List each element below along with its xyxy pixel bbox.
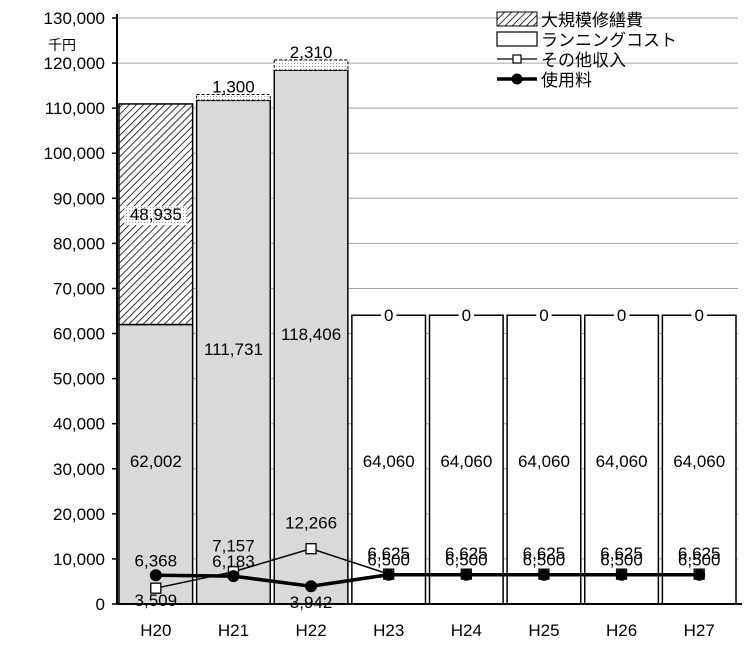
legend-item: 大規模修繕費 [496,11,643,30]
y-tick-label: 20,000 [53,505,105,524]
data-label-usage-fee: 6,183 [212,552,255,571]
axes-layer: 0 10,000 20,000 30,000 40,000 50,000 60,000 70,… [44,9,742,640]
legend-swatch-major-repair [496,11,538,27]
y-tick-label: 40,000 [53,415,105,434]
y-tick-label: 10,000 [53,550,105,569]
x-tick-label: H25 [528,621,559,640]
x-tick-label: H23 [373,621,404,640]
data-label-usage-fee: 6,500 [445,551,488,570]
data-labels-layer: 62,002 48,935 111,731 1,300 118,406 2,310 64,0… [124,43,725,612]
data-label-running-cost: 64,060 [518,452,570,471]
legend-swatch-running-cost [496,31,538,47]
bar-running-cost [428,314,504,605]
marker-usage-fee [537,568,550,581]
data-label-bg [458,307,475,327]
y-tick-label: 50,000 [53,370,105,389]
data-label-other-income: 3,509 [135,591,178,610]
data-label-usage-fee: 3,942 [290,593,333,612]
data-label-usage-fee: 6,368 [135,551,178,570]
y-tick-label: 110,000 [45,99,105,118]
bar-running-cost [351,314,427,605]
y-tick-label: 130,000 [44,9,105,28]
data-label-other-income: 6,625 [367,544,410,563]
y-axis-unit-label: 千円 [48,37,76,53]
data-label-usage-fee: 6,500 [600,551,643,570]
data-label-bg [124,206,188,226]
data-label-major-repair: 0 [539,306,548,325]
data-label-bg [691,307,707,327]
data-label-other-income: 6,625 [445,544,488,563]
data-label-running-cost: 64,060 [363,452,415,471]
marker-other-income [305,543,317,555]
data-label-running-cost: 64,060 [596,452,648,471]
marker-usage-fee [693,568,706,581]
x-tick-label: H24 [451,621,482,640]
bar-major-repair [196,93,271,101]
data-label-major-repair: 1,300 [212,77,255,96]
data-label-other-income: 6,625 [600,544,643,563]
y-tick-label: 100,000 [44,144,105,163]
lines-layer [149,543,706,594]
x-tick-label: H20 [140,621,171,640]
y-tick-label: 90,000 [53,189,105,208]
legend-label: その他収入 [541,51,626,70]
legend-item: 使用料 [497,70,592,90]
marker-usage-fee [382,568,395,581]
data-label-major-repair: 48,935 [130,205,182,224]
data-label-major-repair: 2,310 [290,43,333,62]
data-label-running-cost: 118,406 [281,325,341,344]
bar-running-cost [118,323,194,605]
data-label-other-income: 7,157 [212,537,255,556]
bar-major-repair [273,59,349,71]
bar-running-cost [195,99,271,605]
x-tick-label: H26 [606,621,637,640]
legend-label: ランニングコスト [541,31,677,50]
legend-label: 使用料 [541,70,592,90]
y-tick-label: 80,000 [53,234,105,253]
marker-usage-fee [460,568,473,581]
data-label-usage-fee: 6,500 [523,551,566,570]
data-label-major-repair: 0 [384,306,393,325]
data-label-running-cost: 62,002 [130,452,182,471]
bars-layer [118,59,737,605]
marker-usage-fee [149,569,162,582]
data-label-bg [536,307,552,327]
marker-usage-fee [615,568,628,581]
data-label-major-repair: 0 [694,306,703,325]
legend-swatch-usage-fee-marker [511,73,523,85]
data-label-usage-fee: 6,500 [678,551,721,570]
bar-running-cost [273,69,349,605]
data-label-running-cost: 64,060 [440,452,492,471]
data-label-bg [613,307,630,327]
data-label-running-cost: 64,060 [673,452,725,471]
y-tick-label: 30,000 [53,460,105,479]
y-tick-label: 60,000 [53,325,105,344]
legend-item: ランニングコスト [496,31,677,50]
marker-usage-fee [305,580,318,593]
data-label-usage-fee: 6,500 [367,551,410,570]
data-label-other-income: 6,625 [523,544,566,563]
y-tick-label: 0 [96,595,105,614]
x-tick-label: H22 [295,621,326,640]
bar-running-cost [661,314,737,605]
marker-other-income [150,582,162,594]
data-label-major-repair: 0 [462,306,471,325]
marker-usage-fee [227,570,240,583]
data-label-major-repair: 0 [617,306,626,325]
data-label-other-income: 6,625 [678,544,721,563]
y-tick-label: 120,000 [44,54,105,73]
legend-swatch-other-income-marker [512,54,522,64]
data-label-bg [380,307,397,327]
legend-label: 大規模修繕費 [541,11,643,30]
legend-item: その他収入 [497,51,626,70]
y-tick-label: 70,000 [53,279,105,298]
x-tick-label: H21 [218,621,249,640]
line-usage-fee [155,572,700,588]
data-label-other-income: 12,266 [285,514,337,533]
data-label-running-cost: 111,731 [204,340,263,359]
x-tick-label: H27 [684,621,715,640]
